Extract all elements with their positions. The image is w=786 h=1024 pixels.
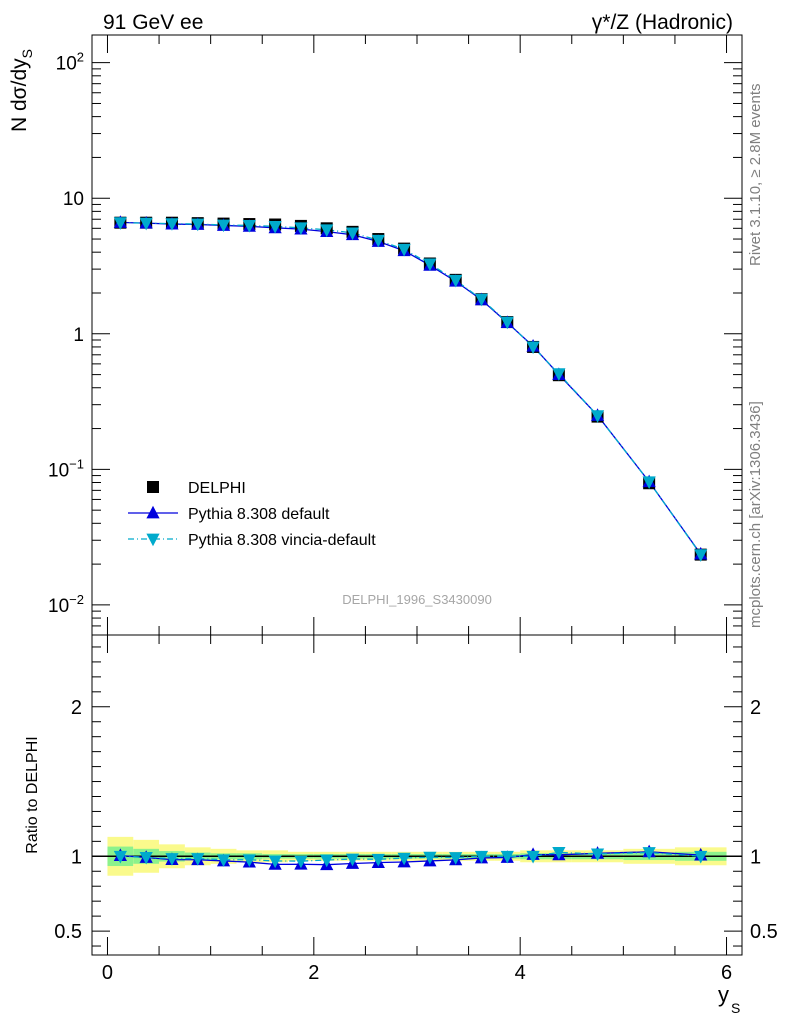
legend-vincia-marker [146, 533, 160, 547]
vincia-point [371, 234, 385, 248]
y-tick-label: 10−1 [48, 456, 84, 481]
mcplots-label: mcplots.cern.ch [arXiv:1306.3436] [747, 401, 764, 628]
ratio-vincia-point [449, 852, 463, 865]
ratio-vincia-point [268, 855, 282, 869]
ratio-vincia-point [345, 853, 360, 867]
ratio-vincia-point [500, 850, 514, 864]
vincia-point [345, 227, 360, 241]
vincia-point [165, 218, 179, 231]
title-right: γ*/Z (Hadronic) [592, 11, 733, 34]
x-tick-label: 0 [102, 962, 113, 984]
ratio-tick-label-right: 0.5 [750, 921, 778, 943]
ratio-tick-label-right: 2 [750, 697, 761, 719]
analysis-watermark: DELPHI_1996_S3430090 [342, 592, 492, 607]
ratio-vincia-point [191, 853, 205, 866]
vincia-point [423, 258, 437, 272]
vincia-point [191, 218, 205, 232]
vincia-point [397, 243, 411, 257]
rivet-label: Rivet 3.1.10, ≥ 2.8M events [747, 84, 764, 267]
x-tick-label: 2 [308, 962, 319, 984]
ratio-vincia-point [320, 854, 334, 868]
ratio-vincia-point [216, 854, 231, 867]
vincia-point [552, 368, 566, 381]
ratio-vincia-point [694, 850, 708, 864]
legend-label: DELPHI [188, 480, 246, 497]
svg-text:N dσ/dyS: N dσ/dyS [8, 49, 35, 132]
ratio-tick-label-right: 1 [750, 846, 761, 868]
ratio-vincia-point [139, 851, 153, 865]
y-tick-label: 102 [56, 50, 84, 75]
ratio-vincia-line [120, 851, 701, 862]
vincia-point [694, 549, 708, 562]
y-tick-label: 10−2 [48, 592, 84, 617]
lower-frame [91, 634, 743, 956]
ratio-vincia-point [642, 847, 656, 860]
ratio-tick-label: 0.5 [54, 921, 82, 943]
y-tick-label: 1 [73, 325, 84, 346]
vincia-point [113, 217, 127, 230]
x-tick-label: 6 [721, 962, 732, 984]
ratio-vincia-point [526, 850, 540, 864]
vincia-point [242, 220, 256, 233]
ratio-vincia-point [165, 853, 179, 866]
ratio-vincia-point [423, 851, 437, 865]
vincia-point [449, 274, 463, 288]
vincia-point [216, 219, 231, 233]
ratio-tick-label: 2 [71, 697, 82, 719]
vincia-point [526, 341, 540, 355]
vincia-point [320, 224, 334, 237]
lower-ylabel: Ratio to DELPHI [24, 736, 41, 853]
legend-label: Pythia 8.308 vincia-default [188, 532, 376, 549]
vincia-line [120, 222, 702, 555]
vincia-point [294, 222, 308, 236]
vincia-point [590, 410, 605, 423]
vincia-point [500, 316, 514, 330]
x-tick-label: 4 [515, 962, 526, 984]
ratio-vincia-point [474, 850, 489, 864]
ratio-vincia-point [113, 850, 127, 864]
vincia-point [474, 293, 489, 307]
svg-text:y: y [718, 982, 729, 1007]
ratio-vincia-point [397, 852, 411, 866]
svg-text:S: S [731, 1000, 740, 1016]
title-left: 91 GeV ee [103, 11, 203, 34]
x-axis-label: y S [718, 982, 740, 1016]
vincia-point [139, 217, 153, 231]
ratio-tick-label: 1 [71, 846, 82, 868]
vincia-point [268, 220, 282, 234]
legend-default-marker [146, 505, 160, 519]
default-line [120, 221, 702, 555]
ratio-vincia-point [590, 848, 605, 862]
ratio-vincia-point [552, 847, 566, 860]
y-tick-label: 10 [63, 189, 84, 210]
ratio-vincia-point [371, 853, 385, 867]
legend-label: Pythia 8.308 default [188, 506, 330, 523]
upper-ylabel: N dσ/dyS [8, 49, 35, 132]
ratio-vincia-point [242, 854, 256, 867]
ratio-vincia-point [294, 855, 308, 869]
vincia-point [642, 476, 656, 489]
legend-delphi-marker [147, 481, 159, 493]
